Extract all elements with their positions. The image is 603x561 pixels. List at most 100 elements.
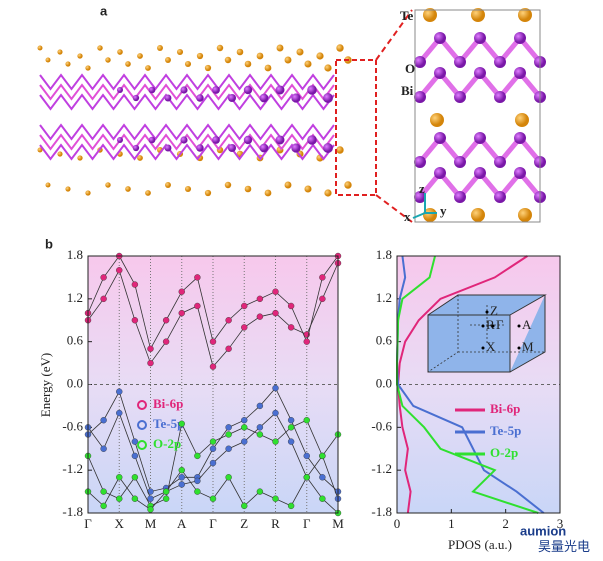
bond	[39, 73, 335, 91]
band-point	[272, 309, 279, 317]
bi-atom	[514, 32, 526, 44]
te-atom	[515, 113, 529, 127]
bi-atom	[434, 132, 446, 144]
bi-atom	[434, 32, 446, 44]
zoom-box	[335, 59, 377, 196]
band-point	[147, 495, 154, 502]
zoom-line	[375, 194, 413, 223]
bi-atom	[414, 191, 426, 203]
band-point	[225, 317, 232, 324]
band-point	[194, 274, 201, 281]
bi-atom	[454, 156, 466, 168]
band-point	[272, 288, 279, 295]
legend-label: Te-5p	[153, 416, 184, 431]
te-atom	[184, 60, 192, 68]
band-point	[209, 363, 217, 370]
te-atom	[57, 151, 63, 157]
unit-cell	[414, 9, 541, 223]
te-atom	[37, 147, 43, 153]
bi-atom	[148, 86, 156, 94]
band-point	[178, 309, 185, 317]
te-atom	[196, 52, 204, 60]
te-atom	[264, 64, 272, 72]
band-point	[209, 438, 217, 445]
y-tick-label: 0.6	[67, 333, 84, 348]
bi-atom	[434, 67, 446, 79]
band-point	[256, 488, 264, 495]
te-atom	[57, 49, 63, 55]
inset-label: R	[486, 317, 495, 332]
band-point	[147, 359, 154, 367]
te-atom	[45, 182, 51, 188]
bi-atom	[474, 32, 486, 44]
band-point	[319, 495, 326, 502]
band-point	[147, 345, 154, 353]
axis-label: z	[419, 181, 425, 196]
band-point	[131, 438, 139, 445]
te-atom	[423, 8, 437, 22]
legend-marker	[137, 420, 147, 430]
band-point	[131, 317, 139, 324]
legend-marker	[137, 400, 147, 410]
te-atom	[145, 65, 151, 71]
te-atom	[184, 185, 192, 193]
bi-atom	[414, 91, 426, 103]
te-atom	[137, 53, 143, 59]
x-tick-label: A	[177, 516, 187, 531]
band-point	[194, 477, 201, 485]
y-tick-label: 0.6	[376, 333, 393, 348]
band-point	[241, 424, 248, 431]
y-tick-label: -0.6	[62, 418, 83, 433]
band-point	[272, 409, 279, 417]
x-tick-label: M	[332, 516, 344, 531]
x-tick-label: Γ	[84, 516, 92, 531]
bi-atom	[164, 94, 172, 102]
y-tick-label: -1.8	[62, 504, 83, 519]
y-axis-label: Energy (eV)	[38, 353, 53, 417]
te-atom	[296, 48, 304, 56]
band-point	[194, 452, 201, 460]
te-atom	[204, 189, 212, 197]
bi-atom	[259, 93, 269, 103]
band-point	[100, 445, 107, 452]
inset-label: A	[522, 317, 532, 332]
inset-point	[517, 346, 521, 350]
legend-label: Bi-6p	[153, 396, 183, 411]
band-point	[100, 488, 107, 495]
inset-point	[485, 310, 489, 314]
te-atom	[336, 44, 344, 52]
band-point	[209, 495, 217, 502]
te-atom	[176, 48, 184, 56]
te-atom	[77, 53, 83, 59]
band-point	[147, 506, 154, 513]
watermark: aumion	[520, 523, 566, 538]
band-point	[287, 438, 295, 445]
band-point	[116, 267, 123, 274]
axis-label: x	[404, 209, 411, 224]
band-point	[225, 431, 232, 438]
bi-atom	[494, 156, 506, 168]
zoom-line	[375, 9, 413, 61]
band-point	[272, 495, 279, 502]
band-point	[272, 438, 279, 445]
bi-atom	[196, 94, 204, 102]
x-tick-label: Γ	[209, 516, 217, 531]
te-atom	[471, 208, 485, 222]
band-point	[100, 502, 107, 510]
te-atom	[324, 189, 332, 197]
te-atom	[304, 185, 312, 193]
bi-atom	[275, 85, 285, 95]
te-atom	[244, 60, 252, 68]
bi-atom	[323, 143, 333, 153]
x-axis-label: PDOS (a.u.)	[448, 537, 512, 552]
band-point	[319, 274, 326, 281]
bi-atom	[414, 56, 426, 68]
bond	[39, 143, 335, 161]
bi-atom	[474, 167, 486, 179]
legend-label: O-2p	[153, 436, 181, 451]
bond	[39, 133, 335, 151]
y-tick-label: 1.2	[376, 290, 392, 305]
te-atom	[284, 56, 292, 64]
bi-atom	[291, 93, 301, 103]
band-point	[100, 274, 107, 281]
